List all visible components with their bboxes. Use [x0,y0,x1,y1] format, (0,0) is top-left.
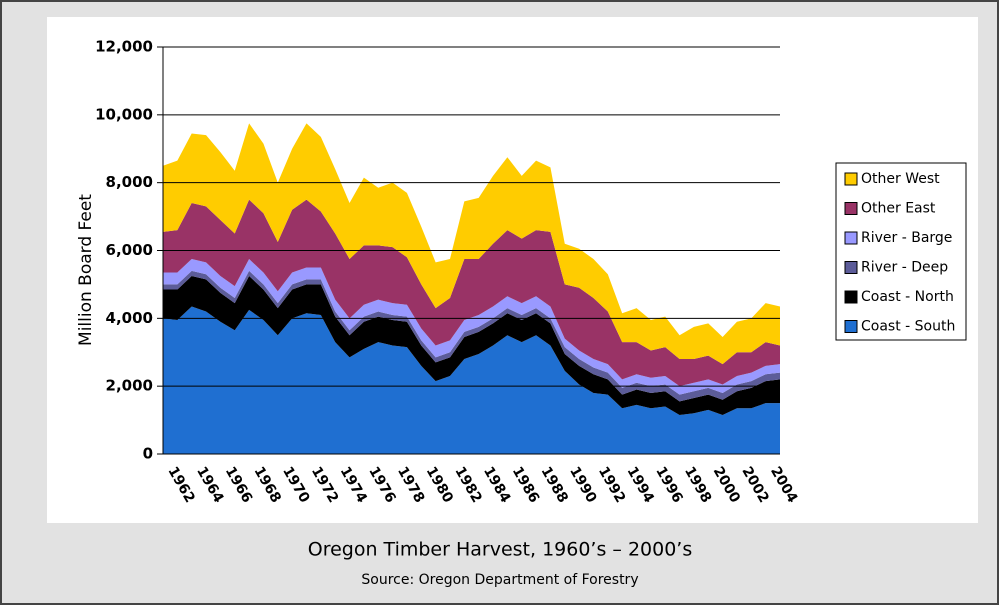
chart-title: Oregon Timber Harvest, 1960’s – 2000’s [308,539,692,561]
y-tick-label: 8,000 [106,173,153,191]
area [163,275,780,415]
legend-swatch [844,202,858,215]
legend-label: Other West [861,171,940,187]
legend-label: River - Deep [861,260,948,276]
area [163,199,780,387]
legend-label: Coast - South [861,319,955,335]
y-tick-label: 2,000 [106,377,153,395]
area [163,258,780,395]
legend-swatch [844,320,858,333]
y-tick-label: 4,000 [106,309,153,327]
area [163,306,780,454]
y-axis-label: Million Board Feet [76,194,96,346]
area [163,123,780,365]
y-tick-label: 10,000 [95,105,153,123]
legend-swatch [844,261,858,274]
legend-swatch [844,231,858,245]
y-tick-label: 0 [143,445,153,463]
legend-swatch [844,290,858,304]
legend-box [835,162,967,341]
y-tick-label: 6,000 [106,241,153,259]
y-tick-label: 12,000 [95,38,153,56]
chart-subtitle: Source: Oregon Department of Forestry [361,572,638,588]
legend-label: Other East [861,201,936,217]
legend-swatch [844,172,858,186]
legend-label: Coast - North [861,289,954,305]
legend-label: River - Barge [861,230,952,246]
